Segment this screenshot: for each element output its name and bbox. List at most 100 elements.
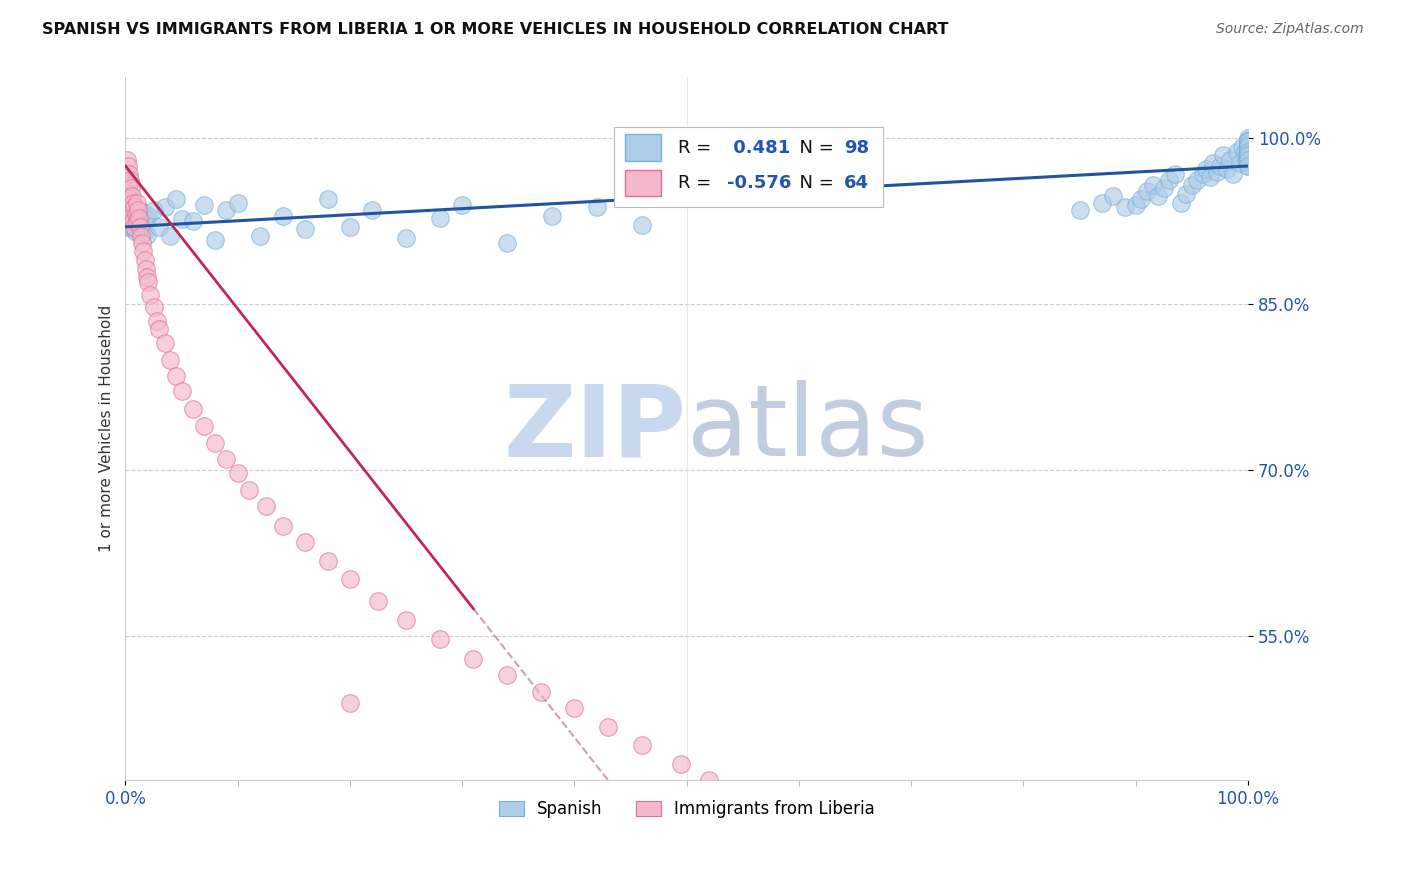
Point — [118, 167, 141, 181]
Point — [1236, 148, 1258, 162]
Point — [128, 211, 150, 225]
Point — [1237, 153, 1260, 168]
Point — [215, 452, 238, 467]
Point — [193, 419, 215, 434]
Point — [124, 200, 146, 214]
Point — [146, 314, 169, 328]
Point — [121, 189, 143, 203]
Point — [1226, 145, 1249, 159]
Point — [271, 209, 294, 223]
Text: 64: 64 — [844, 174, 869, 192]
Point — [1091, 195, 1114, 210]
Point — [132, 205, 155, 219]
Text: N =: N = — [787, 139, 839, 157]
Point — [339, 696, 361, 710]
Point — [129, 215, 152, 229]
Point — [135, 269, 157, 284]
Point — [1237, 148, 1260, 162]
Point — [170, 384, 193, 398]
Point — [124, 219, 146, 234]
Point — [1147, 189, 1170, 203]
Point — [120, 181, 142, 195]
Point — [118, 203, 141, 218]
Point — [1114, 200, 1136, 214]
Point — [1237, 134, 1260, 148]
Point — [1237, 153, 1260, 168]
Point — [1202, 155, 1225, 169]
Point — [204, 435, 226, 450]
Point — [1237, 134, 1260, 148]
Point — [1205, 164, 1227, 178]
Point — [598, 720, 620, 734]
Point — [1237, 145, 1260, 159]
Text: Source: ZipAtlas.com: Source: ZipAtlas.com — [1216, 22, 1364, 37]
Point — [118, 219, 141, 234]
Point — [1212, 148, 1234, 162]
Point — [1175, 186, 1198, 201]
Point — [1195, 162, 1218, 177]
Point — [135, 261, 157, 276]
Point — [121, 209, 143, 223]
Point — [1237, 142, 1260, 156]
Point — [1229, 155, 1251, 169]
Text: N =: N = — [787, 174, 839, 192]
Point — [117, 198, 139, 212]
Point — [193, 198, 215, 212]
Point — [142, 203, 165, 218]
Point — [496, 668, 519, 682]
Point — [115, 153, 138, 168]
Point — [1215, 162, 1237, 177]
Point — [129, 228, 152, 243]
Y-axis label: 1 or more Vehicles in Household: 1 or more Vehicles in Household — [100, 305, 114, 552]
Point — [1237, 139, 1260, 153]
Point — [135, 227, 157, 242]
Point — [395, 613, 418, 627]
Point — [125, 214, 148, 228]
Point — [294, 535, 316, 549]
Point — [1187, 173, 1209, 187]
Point — [118, 192, 141, 206]
Point — [1237, 134, 1260, 148]
Point — [148, 219, 170, 234]
Point — [294, 222, 316, 236]
Point — [117, 214, 139, 228]
Point — [1136, 185, 1159, 199]
Point — [1192, 167, 1215, 181]
Point — [153, 200, 176, 214]
Point — [153, 336, 176, 351]
Point — [1198, 169, 1220, 184]
Point — [159, 352, 181, 367]
Text: R =: R = — [678, 174, 717, 192]
Point — [125, 213, 148, 227]
Point — [1125, 198, 1147, 212]
Point — [1237, 145, 1260, 159]
Point — [124, 226, 146, 240]
Point — [530, 685, 553, 699]
Point — [1234, 153, 1257, 168]
Point — [139, 288, 162, 302]
Point — [128, 223, 150, 237]
Point — [122, 222, 145, 236]
Point — [1233, 145, 1256, 159]
Point — [720, 789, 742, 804]
Point — [429, 632, 451, 646]
Point — [669, 756, 692, 771]
Point — [1102, 189, 1125, 203]
Point — [136, 209, 159, 223]
Point — [1237, 136, 1260, 151]
Text: atlas: atlas — [686, 380, 928, 477]
Point — [1219, 153, 1241, 168]
Point — [129, 219, 152, 234]
Point — [1170, 195, 1192, 210]
Point — [120, 211, 142, 225]
FancyBboxPatch shape — [626, 169, 661, 196]
Text: SPANISH VS IMMIGRANTS FROM LIBERIA 1 OR MORE VEHICLES IN HOUSEHOLD CORRELATION C: SPANISH VS IMMIGRANTS FROM LIBERIA 1 OR … — [42, 22, 949, 37]
Point — [1142, 178, 1164, 192]
Point — [127, 203, 149, 218]
Point — [1130, 192, 1153, 206]
Point — [165, 192, 187, 206]
Point — [122, 195, 145, 210]
Point — [204, 233, 226, 247]
Point — [215, 203, 238, 218]
Point — [115, 192, 138, 206]
